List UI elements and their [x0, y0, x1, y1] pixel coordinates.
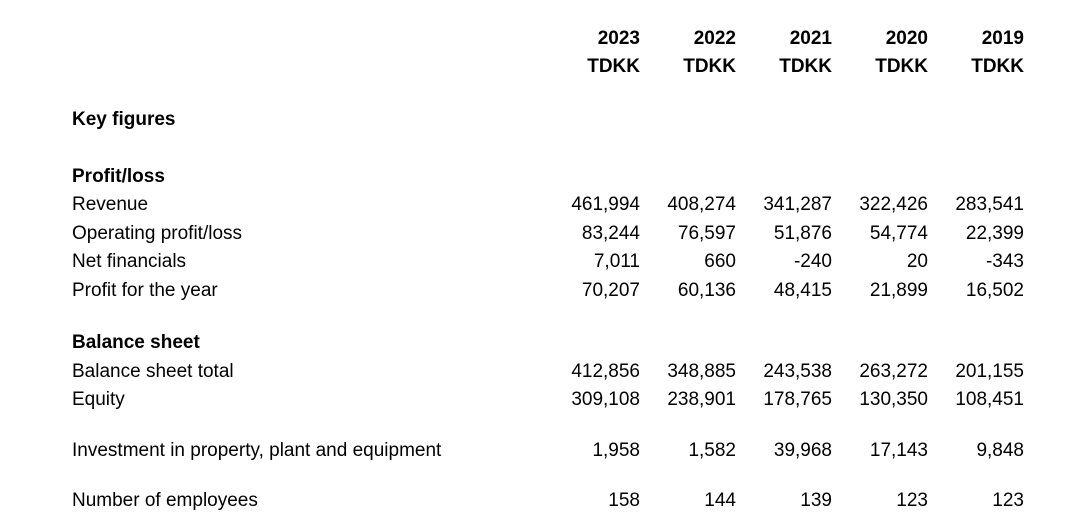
unit-label: TDKK — [683, 56, 736, 77]
cell-2023: 1,958 — [592, 440, 640, 461]
cell-2020: 17,143 — [869, 440, 928, 461]
unit-label: TDKK — [587, 56, 640, 77]
cell-2022: 1,582 — [688, 440, 736, 461]
year-label: 2019 — [981, 28, 1024, 49]
year-label: 2021 — [789, 28, 832, 49]
cell-2022: 660 — [704, 251, 736, 272]
unit-label: TDKK — [971, 56, 1024, 77]
cell-2021: 39,968 — [773, 440, 832, 461]
row-label: Operating profit/loss — [72, 223, 243, 244]
cell-2019: 201,155 — [955, 361, 1024, 382]
cell-2022: 60,136 — [677, 280, 736, 301]
cell-2020: 54,774 — [869, 223, 928, 244]
cell-2021: 51,876 — [773, 223, 832, 244]
cell-2020: 20 — [906, 251, 928, 272]
cell-2022: 76,597 — [677, 223, 736, 244]
table-row: Number of employees 158 144 139 123 123 — [0, 490, 1090, 516]
cell-2019: 123 — [992, 490, 1024, 511]
cell-2019: 22,399 — [965, 223, 1024, 244]
cell-2019: 16,502 — [965, 280, 1024, 301]
cell-2022: 238,901 — [667, 389, 736, 410]
cell-2022: 408,274 — [667, 194, 736, 215]
page-title: Key figures — [72, 109, 176, 130]
cell-2023: 7,011 — [593, 251, 640, 272]
row-label: Investment in property, plant and equipm… — [72, 440, 442, 461]
row-label: Profit for the year — [72, 280, 218, 301]
cell-2021: -240 — [793, 251, 832, 272]
table-row: Revenue 461,994 408,274 341,287 322,426 … — [0, 194, 1090, 220]
table-row: Profit for the year 70,207 60,136 48,415… — [0, 280, 1090, 306]
cell-2020: 322,426 — [859, 194, 928, 215]
cell-2022: 348,885 — [667, 361, 736, 382]
row-label: Net financials — [72, 251, 187, 272]
table-row: Net financials 7,011 660 -240 20 -343 — [0, 251, 1090, 277]
cell-2021: 139 — [800, 490, 832, 511]
row-label: Number of employees — [72, 490, 258, 511]
row-label: Equity — [72, 389, 125, 410]
cell-2019: 108,451 — [955, 389, 1024, 410]
cell-2021: 243,538 — [763, 361, 832, 382]
cell-2021: 341,287 — [763, 194, 832, 215]
year-label: 2023 — [597, 28, 640, 49]
cell-2020: 21,899 — [869, 280, 928, 301]
cell-2021: 178,765 — [763, 389, 832, 410]
cell-2023: 309,108 — [571, 389, 640, 410]
cell-2023: 461,994 — [571, 194, 640, 215]
cell-2020: 123 — [896, 490, 928, 511]
cell-2020: 263,272 — [859, 361, 928, 382]
unit-label: TDKK — [779, 56, 832, 77]
cell-2019: -343 — [985, 251, 1024, 272]
row-label: Revenue — [72, 194, 149, 215]
cell-2020: 130,350 — [859, 389, 928, 410]
cell-2023: 83,244 — [581, 223, 640, 244]
cell-2023: 412,856 — [571, 361, 640, 382]
cell-2019: 9,848 — [976, 440, 1024, 461]
table-row: Balance sheet total 412,856 348,885 243,… — [0, 361, 1090, 387]
section-heading-profit-loss: Profit/loss — [72, 166, 165, 187]
row-label: Balance sheet total — [72, 361, 234, 382]
table-row: Operating profit/loss 83,244 76,597 51,8… — [0, 223, 1090, 249]
year-label: 2020 — [885, 28, 928, 49]
cell-2022: 144 — [704, 490, 736, 511]
year-label: 2022 — [693, 28, 736, 49]
section-heading-balance-sheet: Balance sheet — [72, 332, 200, 353]
cell-2023: 70,207 — [581, 280, 640, 301]
cell-2019: 283,541 — [955, 194, 1024, 215]
table-row: Investment in property, plant and equipm… — [0, 440, 1090, 466]
table-row: Equity 309,108 238,901 178,765 130,350 1… — [0, 389, 1090, 415]
cell-2023: 158 — [608, 490, 640, 511]
unit-label: TDKK — [875, 56, 928, 77]
cell-2021: 48,415 — [773, 280, 832, 301]
